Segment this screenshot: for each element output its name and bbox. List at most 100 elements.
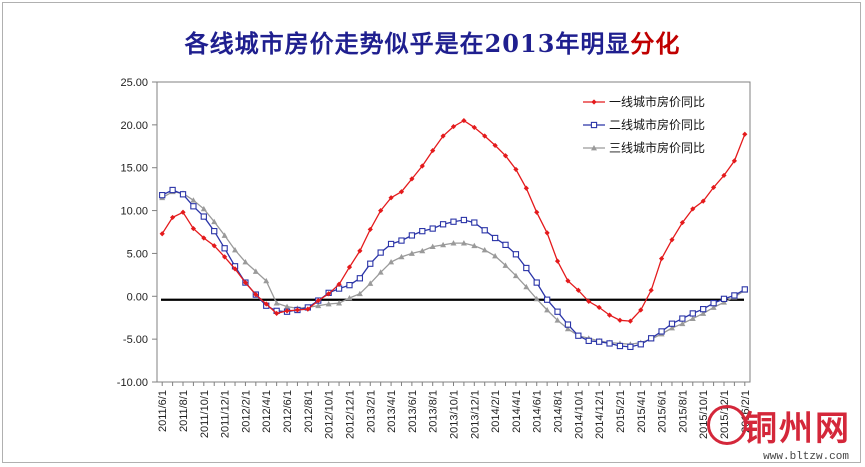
series-1-point <box>398 189 405 195</box>
series-1-point <box>606 312 613 318</box>
series-3-point <box>533 295 540 302</box>
series-2-point <box>169 186 176 194</box>
series-1-point <box>326 291 332 297</box>
series-1-point <box>544 230 550 236</box>
series-2-point <box>408 232 416 239</box>
series-1-point <box>710 184 717 191</box>
y-tick-label: 15.00 <box>120 163 148 175</box>
series-2-point <box>658 328 665 335</box>
x-tick-label: 2015/10/1 <box>698 390 710 439</box>
x-tick-label: 2014/4/1 <box>511 390 523 433</box>
series-3-point <box>408 250 415 256</box>
y-tick-label: 20.00 <box>120 120 148 132</box>
series-3-point <box>242 259 249 265</box>
legend-label-3: 三线城市房价同比 <box>609 140 705 155</box>
series-1-point <box>513 166 519 173</box>
series-3-point <box>377 269 384 275</box>
series-2-point <box>543 296 551 303</box>
series-1-point <box>357 248 363 254</box>
series-3-point <box>273 300 280 306</box>
series-3-point <box>710 304 717 310</box>
series-2-point <box>637 341 644 348</box>
series-1-point <box>461 117 467 124</box>
series-1-point <box>658 255 665 262</box>
y-tick-label: 0.00 <box>127 291 148 303</box>
series-3-point <box>471 242 478 249</box>
series-2-point <box>585 337 592 345</box>
x-tick-label: 2016/2/1 <box>740 390 752 433</box>
series-2-point <box>211 227 218 235</box>
series-1-point <box>159 231 165 237</box>
series-2-point <box>606 340 613 347</box>
series-2-point <box>710 299 717 307</box>
x-tick-label: 2014/10/1 <box>573 390 585 439</box>
series-1-point <box>274 310 280 317</box>
legend-label-1: 一线城市房价同比 <box>609 94 705 109</box>
y-tick-label: -5.00 <box>123 334 148 346</box>
series-3-point <box>356 290 363 297</box>
x-tick-label: 2012/12/1 <box>344 390 356 439</box>
series-2-point <box>179 191 187 198</box>
series-2-point <box>668 320 676 327</box>
series-1-point <box>721 172 727 179</box>
legend-marker-3 <box>591 145 597 151</box>
x-tick-label: 2015/12/1 <box>719 390 731 439</box>
series-3-point <box>419 247 426 254</box>
legend-marker-2 <box>590 121 598 129</box>
series-2-point <box>533 279 540 286</box>
series-3-point <box>388 259 395 265</box>
y-tick-label: 5.00 <box>127 248 148 260</box>
series-2-point <box>460 216 468 224</box>
y-tick-label: 10.00 <box>120 206 148 218</box>
series-1-point <box>575 287 581 293</box>
series-3-point <box>502 262 509 268</box>
series-1-point <box>315 297 321 304</box>
series-3-point <box>523 283 530 290</box>
series-2-point <box>481 227 488 234</box>
series-3-point <box>315 302 322 309</box>
x-tick-label: 2011/10/1 <box>199 390 211 438</box>
series-1-point <box>180 209 186 215</box>
series-1-point <box>565 278 571 284</box>
chart-title-main: 各线城市房价走势似乎是在2013年明显 <box>184 29 631 58</box>
series-1-point <box>336 281 342 287</box>
series-2-point <box>377 249 384 256</box>
series-3-point <box>700 310 707 316</box>
series-2-point <box>221 245 228 252</box>
x-tick-label: 2013/2/1 <box>365 390 377 433</box>
series-3-point <box>284 303 291 309</box>
legend-marker-1 <box>591 99 597 105</box>
series-1-point <box>430 147 436 154</box>
series-2-point <box>346 281 353 289</box>
series-1-point <box>554 258 561 264</box>
series-3-point <box>336 300 343 306</box>
series-2-point <box>523 264 530 272</box>
series-2-point <box>387 240 395 248</box>
series-3-point <box>398 253 405 260</box>
series-3-point <box>190 197 197 203</box>
series-2-point <box>471 219 478 226</box>
series-1-point <box>450 123 457 130</box>
chart-title-accent: 分化 <box>630 29 681 58</box>
x-tick-label: 2014/12/1 <box>594 390 606 439</box>
series-2-point <box>159 191 166 199</box>
series-3-point <box>544 307 551 313</box>
series-3-point <box>263 277 270 284</box>
series-1-point <box>700 198 706 204</box>
series-2-point <box>564 321 572 328</box>
series-1-point <box>284 308 290 314</box>
series-2-point <box>554 308 561 315</box>
series-2-point <box>648 335 655 342</box>
series-3-point <box>679 320 686 327</box>
series-2-point <box>731 292 738 299</box>
series-1-point <box>502 153 509 159</box>
series-2-point <box>575 332 582 339</box>
series-3-point <box>689 315 696 321</box>
series-2-point <box>398 237 405 244</box>
series-2-point <box>367 260 374 267</box>
x-tick-label: 2014/6/1 <box>532 390 544 433</box>
x-tick-label: 2015/4/1 <box>636 390 648 433</box>
x-tick-label: 2011/12/1 <box>220 390 232 438</box>
legend-label-2: 二线城市房价同比 <box>609 117 705 132</box>
series-1-point <box>211 243 217 249</box>
